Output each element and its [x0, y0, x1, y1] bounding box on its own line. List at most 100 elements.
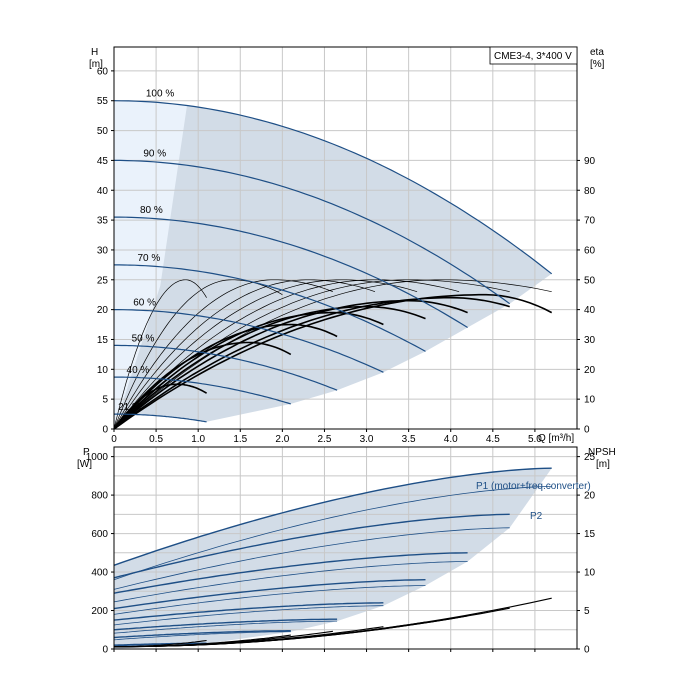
power-npsh-chart: 0 200 400 600 800 1000 0 5 10 15 20 25 P [W] NPSH [… [77, 446, 616, 656]
top-tick-labels: 0 0.5 1.0 1.5 2.0 2.5 3.0 3.5 4.0 4.5 5.0 0 5 10 15 20 2… [97, 66, 596, 445]
eta-tick-label: 0 [584, 425, 590, 436]
head-curve [114, 413, 207, 423]
q-axis-label: Q [m³/h] [538, 433, 574, 444]
speed-label: 90 % [143, 148, 166, 159]
speed-label: 100 % [146, 89, 174, 100]
head-curve [114, 264, 426, 352]
eta-tick-label: 20 [584, 365, 596, 376]
speed-label: 80 % [140, 205, 163, 216]
npsh-tick-label: 20 [584, 491, 596, 502]
speed-labels: 100 % 90 % 80 % 70 % 60 % 50 % 40 % 21 % [118, 89, 174, 413]
top-plot-frame [113, 46, 578, 430]
efficiency-curve [113, 279, 207, 430]
npsh-tick-label: 15 [584, 529, 596, 540]
npsh-curve [114, 639, 207, 648]
bottom-tick-labels: 0 200 400 600 800 1000 0 5 10 15 20 25 [86, 452, 596, 655]
p1-curve [113, 602, 384, 621]
head-curve [114, 376, 291, 405]
h-axis-label: H [91, 47, 98, 58]
eta-tick-label: 10 [584, 395, 596, 406]
p1-curve [113, 642, 207, 646]
p1-curve [113, 630, 291, 639]
h-tick-label: 5 [102, 395, 108, 406]
p2-curve [113, 620, 338, 634]
power-area-fill [114, 468, 552, 649]
p2-curve [113, 527, 510, 590]
h-tick-label: 40 [97, 186, 109, 197]
top-operating-area [114, 100, 552, 429]
eta-tick-label: 80 [584, 186, 596, 197]
efficiency-curve [113, 296, 510, 430]
npsh-tick-label: 10 [584, 568, 596, 579]
head-curve [113, 100, 553, 275]
npsh-tick-label: 0 [584, 645, 590, 656]
operating-area-fill [114, 100, 552, 429]
p-tick-label: 200 [91, 606, 108, 617]
h-tick-label: 10 [97, 365, 109, 376]
efficiency-curve [113, 279, 334, 430]
efficiency-curve [113, 279, 510, 430]
h-tick-label: 25 [97, 275, 109, 286]
p-tick-label: 1000 [86, 452, 109, 463]
npsh-axis-unit: [m] [596, 459, 610, 470]
head-curve [114, 216, 468, 329]
h-tick-label: 15 [97, 335, 109, 346]
head-curve [114, 344, 338, 391]
head-curve [114, 309, 384, 373]
efficiency-curve [113, 279, 418, 430]
eta-tick-label: 40 [584, 305, 596, 316]
q-tick-label: 1.0 [191, 434, 205, 445]
p1-curve [113, 513, 510, 579]
p1-curve [113, 552, 468, 594]
q-tick-label: 0.5 [149, 434, 163, 445]
p-tick-label: 600 [91, 529, 108, 540]
chart-title: CME3-4, 3*400 V [494, 51, 572, 62]
eta-axis-unit: [%] [590, 59, 605, 70]
speed-label: 50 % [132, 333, 155, 344]
eta-tick-label: 60 [584, 245, 596, 256]
power-curves [113, 467, 552, 647]
p-tick-label: 800 [91, 491, 108, 502]
speed-label: 21 % [118, 402, 141, 413]
q-tick-label: 1.5 [233, 434, 247, 445]
h-tick-label: 45 [97, 156, 109, 167]
h-tick-label: 0 [102, 425, 108, 436]
p2-series-label: P2 [530, 511, 543, 522]
bottom-operating-area [114, 468, 552, 649]
eta-tick-label: 70 [584, 216, 596, 227]
efficiency-curve [113, 279, 552, 430]
p1-curve [113, 579, 426, 610]
h-tick-label: 55 [97, 96, 109, 107]
h-tick-label: 50 [97, 126, 109, 137]
q-tick-label: 3.0 [360, 434, 374, 445]
speed-label: 70 % [137, 253, 160, 264]
head-curves [113, 100, 553, 423]
low-flow-area-fill [114, 100, 187, 429]
h-tick-label: 20 [97, 305, 109, 316]
p2-curve [113, 561, 468, 603]
p2-curve [113, 643, 207, 647]
p-axis-unit: [W] [77, 459, 92, 470]
npsh-curves [114, 597, 552, 648]
q-tick-label: 2.5 [318, 434, 332, 445]
title-box [489, 46, 578, 65]
p2-curve [113, 486, 552, 581]
p1-series-label: P1 (motor+freq.converter) [476, 481, 591, 492]
npsh-axis-label: NPSH [588, 447, 616, 458]
speed-label: 40 % [127, 365, 150, 376]
bottom-plot-frame [113, 446, 578, 650]
p-tick-label: 400 [91, 568, 108, 579]
q-tick-label: 3.5 [402, 434, 416, 445]
h-tick-label: 30 [97, 245, 109, 256]
q-tick-label: 0 [111, 434, 117, 445]
q-tick-label: 4.0 [444, 434, 458, 445]
eta-tick-label: 90 [584, 156, 596, 167]
efficiency-curve [113, 279, 376, 430]
p2-curve [113, 605, 384, 626]
p1-curve [113, 467, 552, 566]
q-tick-label: 2.0 [275, 434, 289, 445]
head-efficiency-chart: 100 % 90 % 80 % 70 % 60 % 50 % 40 % 21 % 0 0.5 1.… [89, 46, 605, 445]
eta-tick-label: 50 [584, 275, 596, 286]
eta-axis-label: eta [590, 47, 604, 58]
